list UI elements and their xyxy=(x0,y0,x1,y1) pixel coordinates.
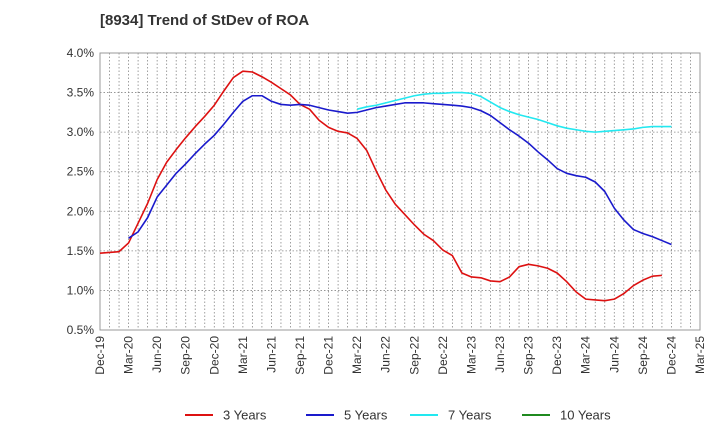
chart-title: [8934] Trend of StDev of ROA xyxy=(100,12,310,29)
x-tick-label: Mar-22 xyxy=(350,336,364,374)
x-tick-label: Mar-25 xyxy=(693,336,707,374)
y-tick-label: 0.5% xyxy=(67,323,95,337)
grid xyxy=(100,53,700,330)
x-tick-label: Dec-22 xyxy=(436,336,450,375)
x-tick-label: Mar-21 xyxy=(236,336,250,374)
x-tick-label: Sep-24 xyxy=(636,336,650,375)
x-tick-label: Dec-20 xyxy=(207,336,221,375)
y-tick-label: 3.5% xyxy=(67,86,95,100)
legend-label: 5 Years xyxy=(344,408,388,423)
x-tick-label: Sep-22 xyxy=(407,336,421,375)
x-tick-label: Dec-19 xyxy=(93,336,107,375)
x-tick-label: Dec-23 xyxy=(550,336,564,375)
legend-label: 3 Years xyxy=(223,408,267,423)
x-tick-label: Dec-21 xyxy=(322,336,336,375)
x-tick-label: Mar-20 xyxy=(122,336,136,374)
legend-label: 10 Years xyxy=(560,408,611,423)
y-tick-label: 4.0% xyxy=(67,46,95,60)
y-tick-label: 2.0% xyxy=(67,204,95,218)
y-tick-label: 3.0% xyxy=(67,125,95,139)
x-tick-label: Jun-23 xyxy=(493,336,507,373)
x-tick-label: Jun-22 xyxy=(379,336,393,373)
y-tick-label: 2.5% xyxy=(67,165,95,179)
series-lines xyxy=(99,70,672,302)
x-tick-label: Dec-24 xyxy=(664,336,678,375)
y-tick-label: 1.5% xyxy=(67,244,95,258)
y-axis-ticks: 4.0% 3.5% 3.0% 2.5% 2.0% 1.5% 1.0% 0.5% xyxy=(67,46,95,337)
legend: 3 Years 5 Years 7 Years 10 Years xyxy=(185,408,611,423)
x-tick-label: Sep-21 xyxy=(293,336,307,375)
y-tick-label: 1.0% xyxy=(67,283,95,297)
series-line-3-years xyxy=(99,70,662,302)
series-line-5-years xyxy=(128,94,672,246)
legend-label: 7 Years xyxy=(448,408,492,423)
x-tick-label: Sep-23 xyxy=(522,336,536,375)
x-axis-ticks: Dec-19 Mar-20 Jun-20 Sep-20 Dec-20 Mar-21 Jun-… xyxy=(93,336,707,375)
plot-frame xyxy=(99,52,701,331)
x-tick-label: Mar-23 xyxy=(464,336,478,374)
series-line-7-years xyxy=(356,91,672,133)
x-tick-label: Mar-24 xyxy=(579,336,593,374)
x-tick-label: Jun-20 xyxy=(150,336,164,373)
x-tick-label: Jun-21 xyxy=(264,336,278,373)
x-tick-label: Jun-24 xyxy=(607,336,621,373)
x-tick-label: Sep-20 xyxy=(179,336,193,375)
